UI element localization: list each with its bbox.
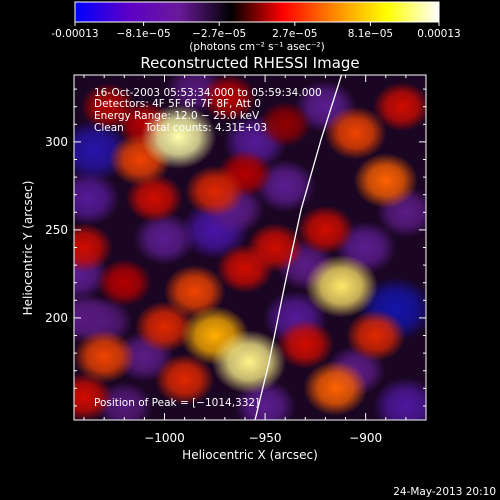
x-axis-label: Heliocentric X (arcsec) [182,448,318,462]
emission-blob [140,104,217,170]
emission-blob [211,329,287,394]
total-counts-text: Total counts: 4.31E+03 [144,122,267,134]
emission-blob [74,372,113,420]
emission-blob [324,106,387,160]
y-axis-ticks: 200 250 300 [45,88,426,407]
colorbar-gradient [74,1,440,23]
negative-blob [74,170,121,226]
peak-position-text: Position of Peak = [−1014,332] [94,397,259,409]
time-range-text: 16-Oct-2003 05:53:34.000 to 05:59:34.000 [94,87,322,99]
emission-blob [96,259,152,307]
clean-text: Clean [94,122,124,134]
emission-blob [304,254,379,318]
x-tick-label: −950 [249,431,282,445]
colorbar-ticks: -0.00013 −8.1e−05 −2.7e−05 2.7e−05 8.1e−05 0.… [51,22,461,40]
emission-blob [353,153,418,209]
x-tick-label: −1000 [144,431,185,445]
negative-blob [372,377,426,420]
y-axis-label: Heliocentric Y (arcsec) [21,181,35,316]
plot-area [74,75,426,420]
footer-date: 24-May-2013 20:10 [393,486,496,498]
colorbar-units: (photons cm⁻² s⁻¹ asec⁻²) [189,41,324,53]
colorbar-tick-label: −8.1e−05 [117,28,171,40]
colorbar: -0.00013 −8.1e−05 −2.7e−05 2.7e−05 8.1e−05 0.… [51,1,461,53]
emission-blob [303,360,368,416]
energy-range-text: Energy Range: 12.0 − 25.0 keV [94,110,260,122]
emission-blob [246,222,304,273]
colorbar-tick-label: 8.1e−05 [348,28,393,40]
emission-blob [276,319,335,369]
annotations: 16-Oct-2003 05:53:34.000 to 05:59:34.000… [94,87,322,409]
heatmap-blobs [74,75,426,420]
x-axis-ticks: −1000 −950 −900 [83,75,427,445]
colorbar-tick-label: -0.00013 [51,28,98,40]
emission-blob [184,165,245,217]
y-tick-label: 200 [45,311,68,325]
emission-blob [154,353,215,406]
emission-blob [74,330,136,384]
colorbar-tick-label: 0.00013 [417,28,460,40]
emission-blob [296,205,355,255]
negative-blob [133,212,196,266]
colorbar-tick-label: −2.7e−05 [192,28,246,40]
emission-blob [163,264,226,319]
chart-title: Reconstructed RHESSI Image [140,54,359,72]
emission-blob [74,222,113,273]
emission-blob [373,82,426,132]
emission-blob [345,309,406,362]
colorbar-tick-label: 2.7e−05 [272,28,317,40]
x-tick-label: −900 [349,431,382,445]
y-tick-label: 250 [45,223,68,237]
detectors-text: Detectors: 4F 5F 6F 7F 8F, Att 0 [94,98,261,110]
solar-limb-line [254,75,343,420]
emission-blob [201,75,257,122]
y-tick-label: 300 [45,135,68,149]
emission-blob [258,101,312,147]
